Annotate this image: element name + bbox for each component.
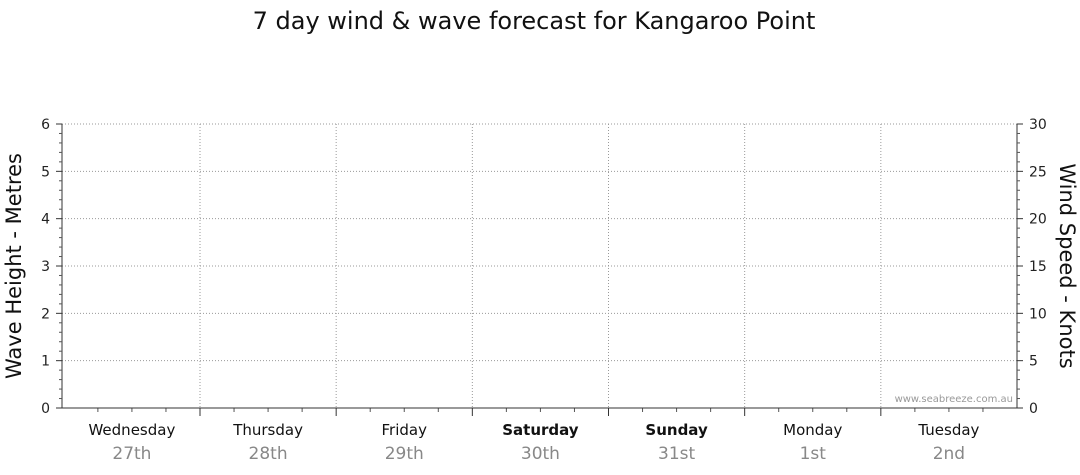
left-tick-label: 4 <box>41 212 50 228</box>
day-name-label: Monday <box>783 421 842 439</box>
day-name-label: Tuesday <box>917 421 979 439</box>
grid <box>62 123 1017 408</box>
day-date-label: 28th <box>249 444 288 464</box>
right-axis-ticks: 0 5 10 15 20 25 30 <box>1017 117 1047 417</box>
left-tick-label: 2 <box>41 306 50 322</box>
day-date-label: 1st <box>800 444 827 464</box>
day-name-label: Thursday <box>232 421 303 439</box>
right-tick-label: 15 <box>1029 259 1047 275</box>
right-tick-label: 25 <box>1029 164 1047 180</box>
right-tick-label: 30 <box>1029 117 1047 133</box>
day-name-label: Wednesday <box>88 421 175 439</box>
day-name-label: Saturday <box>502 421 579 439</box>
left-tick-label: 3 <box>41 259 50 275</box>
right-tick-label: 5 <box>1029 354 1038 370</box>
right-tick-label: 0 <box>1029 401 1038 417</box>
left-tick-label: 5 <box>41 164 50 180</box>
right-tick-label: 10 <box>1029 306 1047 322</box>
left-tick-label: 6 <box>41 117 50 133</box>
axes <box>61 124 1018 416</box>
day-date-label: 31st <box>658 444 695 464</box>
day-name-label: Sunday <box>645 421 708 439</box>
left-tick-label: 0 <box>41 401 50 417</box>
day-name-label: Friday <box>382 421 428 439</box>
day-date-label: 29th <box>385 444 424 464</box>
chart-title: 7 day wind & wave forecast for Kangaroo … <box>253 7 816 35</box>
day-date-label: 27th <box>112 444 151 464</box>
left-axis-ticks: 0 1 2 3 4 5 6 <box>41 117 62 417</box>
site-credit: www.seabreeze.com.au <box>895 394 1013 405</box>
day-date-label: 2nd <box>933 444 965 464</box>
left-axis-title: Wave Height - Metres <box>2 153 26 379</box>
day-labels: Wednesday 27th Thursday 28th Friday 29th Satur… <box>88 421 979 464</box>
right-tick-label: 20 <box>1029 212 1047 228</box>
left-tick-label: 1 <box>41 354 50 370</box>
day-date-label: 30th <box>521 444 560 464</box>
right-axis-title: Wind Speed - Knots <box>1055 163 1079 368</box>
